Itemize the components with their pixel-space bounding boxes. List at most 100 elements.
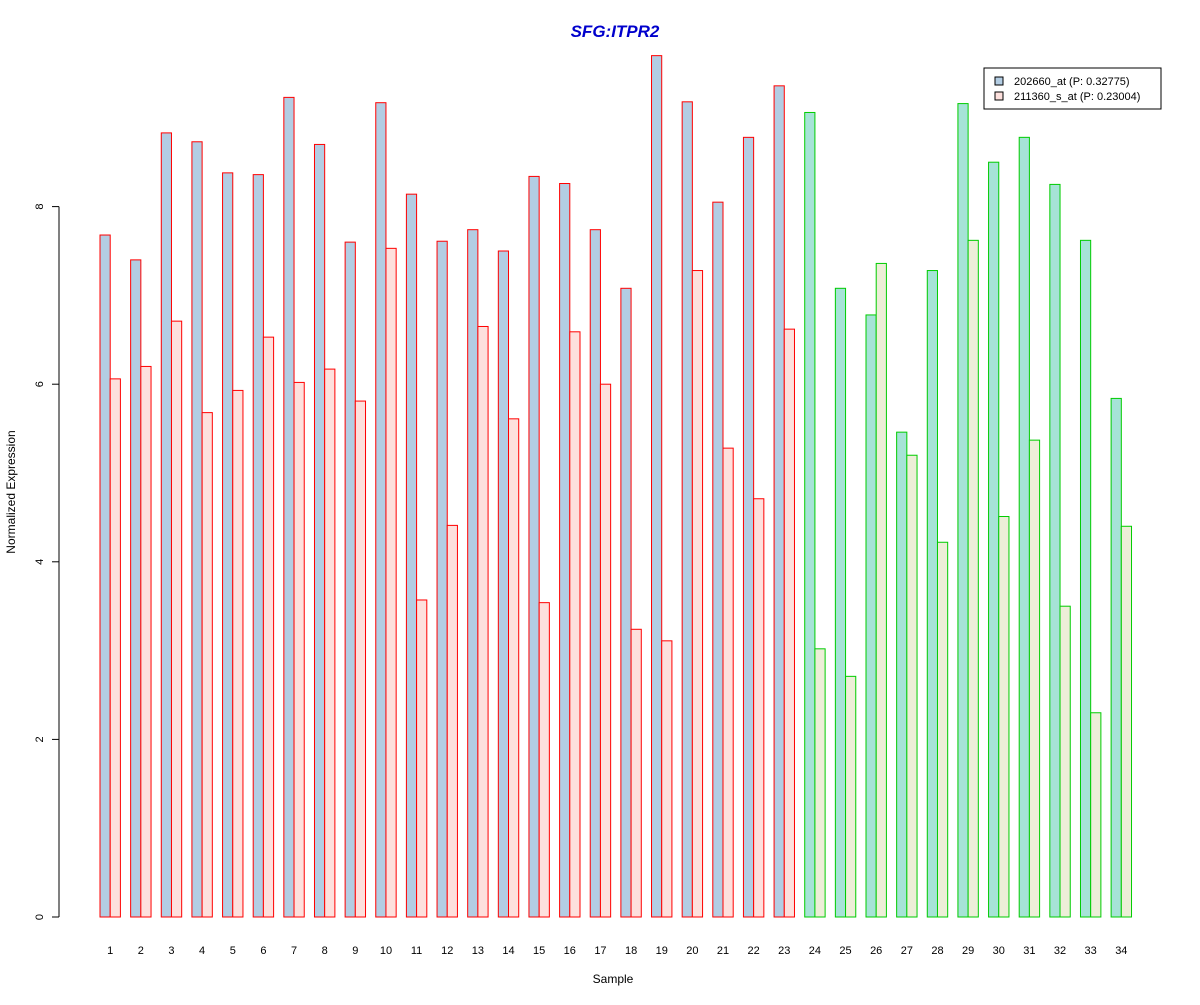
bar-series2-sample-33 [1090,712,1102,918]
bar-series1-sample-4 [191,141,203,918]
legend: 202660_at (P: 0.32775) 211360_s_at (P: 0.… [983,67,1162,110]
bar-series2-sample-31 [1028,439,1041,918]
bar-series1-sample-12 [436,240,448,918]
legend-swatch-2 [994,91,1004,101]
x-axis: 1 2 3 4 5 6 7 8 9 10 11 12 13 14 15 16 17 18 19 20 21 22 23 24 2… [107,945,1127,957]
bar-series2-sample-19 [661,640,673,918]
x-tick-label-17: 17 [594,945,606,957]
bar-series2-sample-9 [354,400,367,918]
bar-series1-sample-7 [283,96,295,918]
bar-series1-sample-8 [313,143,326,918]
bar-series2-sample-30 [998,516,1010,918]
bar-series1-sample-20 [681,101,693,918]
x-tick-label-18: 18 [625,945,637,957]
bar-series2-sample-14 [508,418,520,918]
bar-series1-sample-10 [375,102,387,918]
x-tick-label-4: 4 [199,945,205,957]
chart-title: SFG:ITPR2 [571,22,660,41]
x-tick-label-16: 16 [564,945,576,957]
x-tick-label-28: 28 [931,945,943,957]
bar-series2-sample-1 [109,378,121,918]
bar-series2-sample-24 [814,648,826,918]
x-tick-label-21: 21 [717,945,729,957]
bar-series1-sample-6 [252,174,264,918]
bar-series1-sample-5 [222,172,234,918]
bar-series2-sample-6 [262,336,275,918]
x-tick-label-7: 7 [291,945,297,957]
bar-series1-sample-32 [1049,183,1061,918]
bar-series2-sample-27 [906,454,918,918]
x-tick-label-10: 10 [380,945,392,957]
bar-series2-sample-18 [630,628,642,918]
bar-series1-sample-25 [834,287,847,918]
bar-series1-sample-1 [99,234,111,918]
bar-series1-sample-29 [957,103,969,918]
x-tick-label-8: 8 [322,945,328,957]
x-tick-label-25: 25 [839,945,851,957]
bar-series2-sample-13 [477,325,489,918]
x-tick-label-20: 20 [686,945,698,957]
x-tick-label-15: 15 [533,945,545,957]
x-tick-label-5: 5 [230,945,236,957]
legend-label-2: 211360_s_at (P: 0.23004) [1014,91,1140,103]
bar-series2-sample-12 [446,524,458,918]
bar-series2-sample-32 [1059,605,1071,918]
y-tick-label-8: 8 [34,204,46,210]
x-tick-label-19: 19 [656,945,668,957]
y-tick-label-6: 6 [34,381,46,387]
x-tick-label-32: 32 [1054,945,1066,957]
bar-series2-sample-17 [599,383,612,918]
x-tick-label-27: 27 [901,945,913,957]
x-axis-label: Sample [593,972,634,986]
bar-series2-sample-4 [201,412,213,918]
x-tick-label-24: 24 [809,945,821,957]
x-tick-label-30: 30 [993,945,1005,957]
x-tick-label-29: 29 [962,945,974,957]
y-tick-label-4: 4 [34,559,46,565]
bar-series1-sample-3 [160,132,172,918]
bar-series1-sample-19 [651,55,663,918]
bar-series1-sample-17 [589,229,601,918]
bar-series1-sample-16 [559,183,571,918]
x-tick-label-31: 31 [1023,945,1035,957]
bar-series1-sample-9 [344,241,356,918]
bar-series2-sample-2 [140,365,152,918]
bar-series1-sample-24 [804,111,816,918]
bar-series2-sample-5 [232,389,244,918]
bars-layer [99,55,1133,918]
x-tick-label-34: 34 [1115,945,1127,957]
x-tick-label-13: 13 [472,945,484,957]
x-tick-label-26: 26 [870,945,882,957]
bar-series2-sample-8 [324,368,336,918]
y-tick-label-0: 0 [34,914,46,920]
bar-series2-sample-10 [385,247,397,918]
bar-series1-sample-2 [130,259,142,918]
x-tick-label-6: 6 [260,945,266,957]
bar-series2-sample-20 [691,270,704,918]
bar-series1-sample-27 [896,431,908,918]
legend-box [983,67,1162,110]
x-tick-label-1: 1 [107,945,113,957]
x-tick-label-14: 14 [502,945,514,957]
bar-series1-sample-26 [865,314,877,918]
bar-series1-sample-30 [988,161,1000,918]
bar-series2-sample-34 [1120,525,1133,918]
y-tick-label-2: 2 [34,736,46,742]
legend-swatch-1 [994,76,1004,86]
legend-label-1: 202660_at (P: 0.32775) [1014,76,1130,88]
bar-series2-sample-28 [936,541,949,918]
x-tick-label-2: 2 [138,945,144,957]
bar-series2-sample-11 [416,599,428,918]
bar-series1-sample-11 [405,193,418,918]
bar-series1-sample-18 [620,287,632,918]
bar-series2-sample-15 [538,602,550,918]
bar-series1-sample-14 [497,250,510,918]
bar-series1-sample-33 [1079,239,1092,918]
bar-series1-sample-28 [926,270,938,918]
x-tick-label-22: 22 [748,945,760,957]
bar-series2-sample-29 [967,239,979,918]
bar-series2-sample-16 [569,331,581,918]
x-tick-label-33: 33 [1085,945,1097,957]
